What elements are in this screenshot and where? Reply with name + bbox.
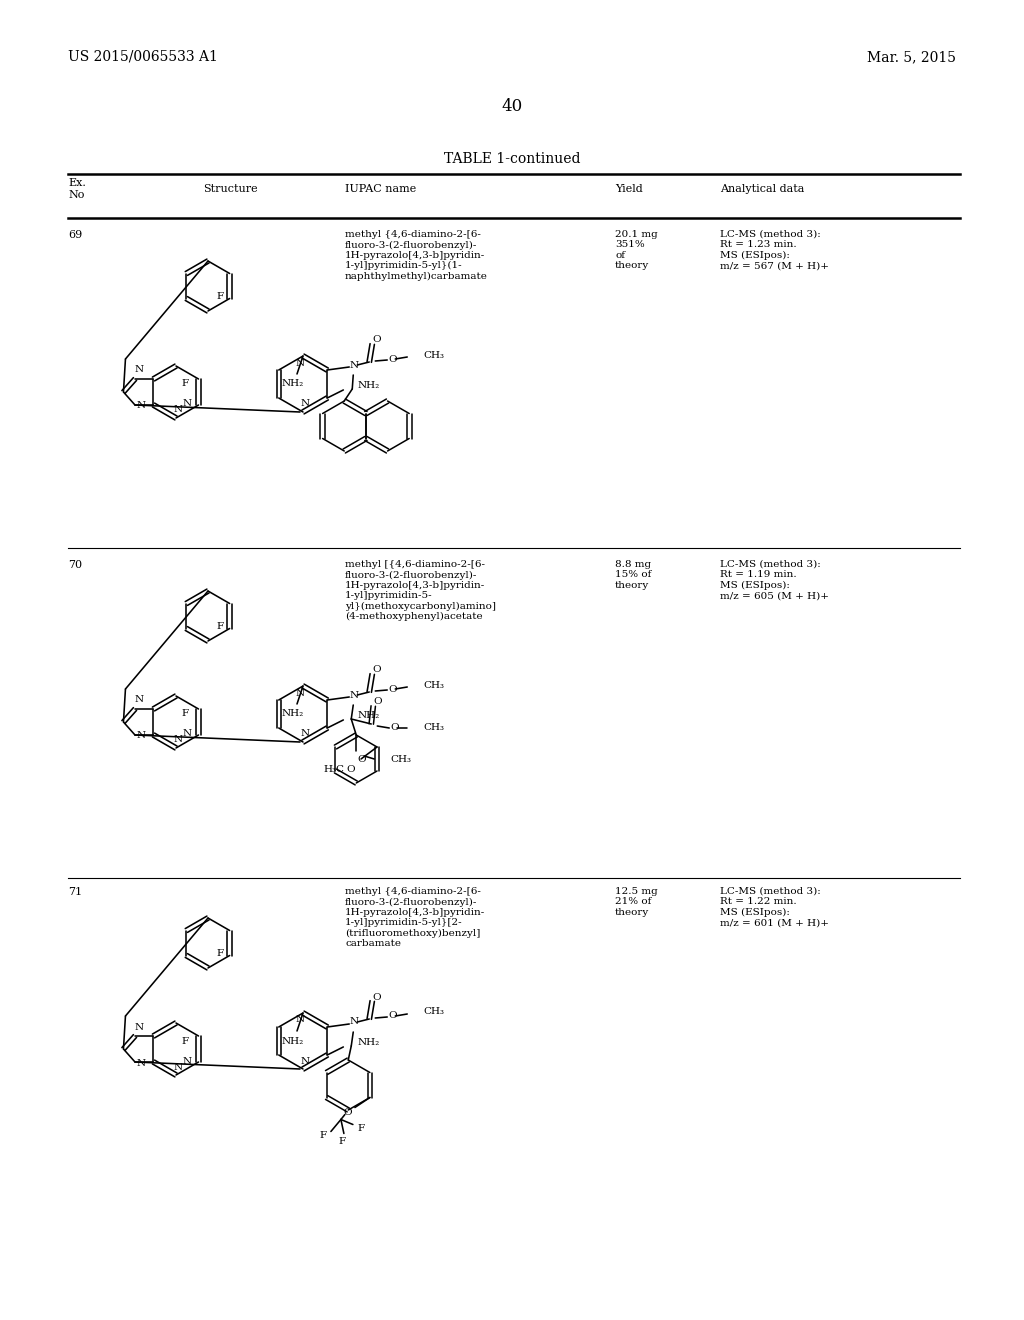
Text: F: F — [216, 622, 223, 631]
Text: F: F — [182, 380, 189, 388]
Text: N: N — [136, 731, 145, 741]
Text: 12.5 mg
21% of
theory: 12.5 mg 21% of theory — [615, 887, 657, 917]
Text: F: F — [216, 949, 223, 958]
Text: N: N — [349, 690, 358, 700]
Text: N: N — [134, 1023, 143, 1031]
Text: O: O — [388, 355, 396, 363]
Text: N: N — [300, 730, 309, 738]
Text: O: O — [388, 685, 396, 693]
Text: CH₃: CH₃ — [423, 1007, 444, 1016]
Text: N: N — [183, 730, 193, 738]
Text: N: N — [173, 735, 182, 744]
Text: 71: 71 — [68, 887, 82, 898]
Text: Mar. 5, 2015: Mar. 5, 2015 — [867, 50, 956, 63]
Text: CH₃: CH₃ — [423, 681, 444, 689]
Text: NH₂: NH₂ — [282, 1036, 304, 1045]
Text: N: N — [183, 400, 193, 408]
Text: Structure: Structure — [203, 183, 257, 194]
Text: O: O — [357, 755, 366, 763]
Text: O: O — [373, 697, 382, 705]
Text: O: O — [372, 665, 381, 675]
Text: N: N — [300, 400, 309, 408]
Text: CH₃: CH₃ — [390, 755, 412, 763]
Text: F: F — [182, 1036, 189, 1045]
Text: NH₂: NH₂ — [357, 1039, 380, 1048]
Text: F: F — [338, 1137, 345, 1146]
Text: LC-MS (method 3):
Rt = 1.23 min.
MS (ESIpos):
m/z = 567 (M + H)+: LC-MS (method 3): Rt = 1.23 min. MS (ESI… — [720, 230, 829, 271]
Text: US 2015/0065533 A1: US 2015/0065533 A1 — [68, 50, 218, 63]
Text: 69: 69 — [68, 230, 82, 240]
Text: O: O — [346, 764, 354, 774]
Text: N: N — [136, 1059, 145, 1068]
Text: NH₂: NH₂ — [357, 711, 380, 721]
Text: N: N — [134, 696, 143, 705]
Text: Yield: Yield — [615, 183, 643, 194]
Text: O: O — [344, 1107, 352, 1117]
Text: Analytical data: Analytical data — [720, 183, 805, 194]
Text: N: N — [296, 689, 304, 697]
Text: N: N — [183, 1056, 193, 1065]
Text: F: F — [357, 1125, 365, 1133]
Text: N: N — [173, 1063, 182, 1072]
Text: methyl [{4,6-diamino-2-[6-
fluoro-3-(2-fluorobenzyl)-
1H-pyrazolo[4,3-b]pyridin-: methyl [{4,6-diamino-2-[6- fluoro-3-(2-f… — [345, 560, 496, 622]
Text: Ex.: Ex. — [68, 178, 86, 187]
Text: IUPAC name: IUPAC name — [345, 183, 416, 194]
Text: N: N — [296, 1015, 304, 1024]
Text: N: N — [136, 401, 145, 411]
Text: methyl {4,6-diamino-2-[6-
fluoro-3-(2-fluorobenzyl)-
1H-pyrazolo[4,3-b]pyridin-
: methyl {4,6-diamino-2-[6- fluoro-3-(2-fl… — [345, 887, 485, 948]
Text: 70: 70 — [68, 560, 82, 570]
Text: F: F — [182, 710, 189, 718]
Text: methyl {4,6-diamino-2-[6-
fluoro-3-(2-fluorobenzyl)-
1H-pyrazolo[4,3-b]pyridin-
: methyl {4,6-diamino-2-[6- fluoro-3-(2-fl… — [345, 230, 487, 281]
Text: CH₃: CH₃ — [423, 351, 444, 359]
Text: TABLE 1-continued: TABLE 1-continued — [443, 152, 581, 166]
Text: N: N — [349, 1018, 358, 1027]
Text: O: O — [390, 723, 398, 733]
Text: No: No — [68, 190, 84, 201]
Text: 20.1 mg
351%
of
theory: 20.1 mg 351% of theory — [615, 230, 657, 271]
Text: N: N — [349, 360, 358, 370]
Text: F: F — [319, 1131, 327, 1140]
Text: H₃C: H₃C — [324, 764, 345, 774]
Text: NH₂: NH₂ — [357, 381, 380, 391]
Text: 40: 40 — [502, 98, 522, 115]
Text: NH₂: NH₂ — [282, 710, 304, 718]
Text: N: N — [296, 359, 304, 367]
Text: O: O — [372, 993, 381, 1002]
Text: 8.8 mg
15% of
theory: 8.8 mg 15% of theory — [615, 560, 651, 590]
Text: O: O — [388, 1011, 396, 1020]
Text: NH₂: NH₂ — [282, 380, 304, 388]
Text: LC-MS (method 3):
Rt = 1.22 min.
MS (ESIpos):
m/z = 601 (M + H)+: LC-MS (method 3): Rt = 1.22 min. MS (ESI… — [720, 887, 829, 928]
Text: N: N — [134, 366, 143, 375]
Text: N: N — [173, 405, 182, 414]
Text: O: O — [372, 335, 381, 345]
Text: LC-MS (method 3):
Rt = 1.19 min.
MS (ESIpos):
m/z = 605 (M + H)+: LC-MS (method 3): Rt = 1.19 min. MS (ESI… — [720, 560, 829, 601]
Text: F: F — [216, 292, 223, 301]
Text: N: N — [300, 1056, 309, 1065]
Text: CH₃: CH₃ — [423, 722, 444, 731]
